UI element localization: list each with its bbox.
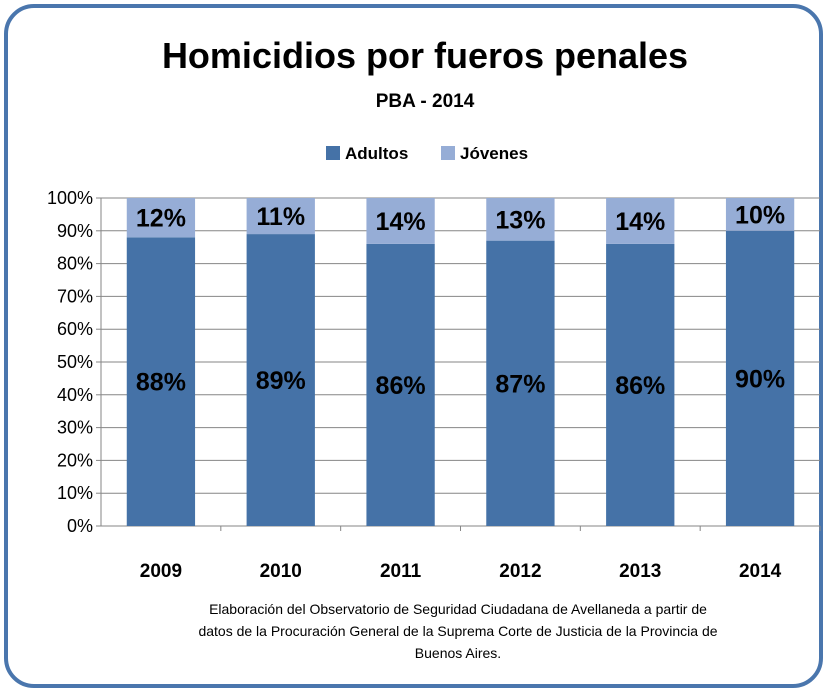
chart-subtitle: PBA - 2014: [376, 91, 475, 112]
legend-swatch-adultos: [326, 146, 340, 160]
y-tick-label: 20%: [57, 450, 93, 470]
bar-jvenes-2013: [606, 198, 675, 244]
data-label: 12%: [136, 205, 186, 233]
bar-jvenes-2011: [366, 198, 435, 244]
x-category-label: 2010: [260, 561, 302, 582]
source-note-line-3: Buenos Aires.: [415, 645, 501, 661]
source-note: Elaboración del Observatorio de Segurida…: [198, 601, 717, 661]
legend-label-jovenes: Jóvenes: [460, 144, 528, 163]
data-label: 11%: [256, 203, 305, 231]
source-note-line-1: Elaboración del Observatorio de Segurida…: [209, 601, 707, 617]
legend-label-adultos: Adultos: [345, 144, 408, 163]
bar-adultos-2013: [606, 243, 675, 527]
bar-jvenes-2012: [486, 198, 555, 241]
y-tick-label: 0%: [67, 516, 93, 536]
x-category-label: 2012: [499, 561, 541, 582]
x-category-label: 2009: [140, 561, 182, 582]
bar-jvenes-2010: [246, 198, 315, 235]
legend: Adultos Jóvenes: [326, 144, 528, 163]
data-label: 89%: [256, 367, 306, 395]
bar-jvenes-2009: [126, 198, 196, 238]
data-label: 87%: [495, 370, 545, 398]
bar-adultos-2010: [246, 234, 315, 526]
bar-adultos-2014: [725, 230, 795, 527]
data-label: 14%: [376, 208, 426, 236]
bar-jvenes-2014: [725, 198, 795, 231]
chart-title: Homicidios por fueros penales: [162, 35, 688, 76]
y-tick-label: 50%: [57, 352, 93, 372]
y-tick-label: 60%: [57, 319, 93, 339]
x-category-label: 2011: [380, 561, 422, 582]
data-label: 86%: [615, 372, 665, 400]
y-tick-label: 100%: [47, 188, 93, 208]
source-note-line-2: datos de la Procuración General de la Su…: [198, 623, 717, 639]
bar-adultos-2012: [486, 240, 555, 526]
data-label: 88%: [136, 369, 186, 397]
y-tick-label: 80%: [57, 254, 93, 274]
data-label: 13%: [495, 206, 545, 234]
data-label: 14%: [615, 208, 665, 236]
bar-adultos-2009: [126, 237, 196, 527]
x-category-label: 2013: [619, 561, 661, 582]
x-category-label: 2014: [739, 561, 782, 582]
legend-swatch-jovenes: [441, 146, 455, 160]
plot-area: 0% 10% 20% 30% 40% 50% 60% 70% 80% 90% 100% 88% 12% 2…: [47, 188, 821, 582]
y-tick-label: 90%: [57, 221, 93, 241]
data-label: 90%: [735, 365, 785, 393]
y-tick-label: 10%: [57, 483, 93, 503]
y-tick-label: 40%: [57, 385, 93, 405]
bar-adultos-2011: [366, 243, 435, 527]
y-tick-label: 70%: [57, 286, 93, 306]
data-label: 86%: [376, 372, 426, 400]
y-tick-label: 30%: [57, 418, 93, 438]
data-label: 10%: [735, 201, 785, 229]
